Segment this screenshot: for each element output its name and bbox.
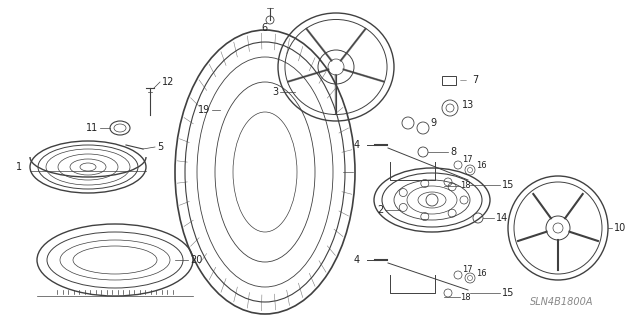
Text: 18: 18 [460,293,470,301]
Text: 18: 18 [460,182,470,190]
Text: 2: 2 [377,205,383,215]
Text: 5: 5 [157,142,163,152]
Text: 20: 20 [190,255,202,265]
Text: 4: 4 [354,255,360,265]
Text: 17: 17 [462,265,472,275]
Text: 10: 10 [614,223,627,233]
Text: SLN4B1800A: SLN4B1800A [530,297,593,307]
Text: 11: 11 [86,123,98,133]
Text: 15: 15 [502,288,515,298]
Text: 12: 12 [162,77,174,87]
Text: 6: 6 [261,23,267,33]
Text: 1: 1 [16,162,22,172]
Text: 9: 9 [430,118,436,128]
Text: 3: 3 [272,87,278,97]
Text: 17: 17 [462,155,472,165]
Text: 14: 14 [496,213,508,223]
Text: 16: 16 [476,269,486,278]
Text: 19: 19 [198,105,210,115]
Text: —: — [460,77,467,83]
Text: 13: 13 [462,100,474,110]
Text: 4: 4 [354,140,360,150]
Text: 8: 8 [450,147,456,157]
Text: 15: 15 [502,180,515,190]
Text: 16: 16 [476,160,486,169]
Text: 7: 7 [472,75,478,85]
